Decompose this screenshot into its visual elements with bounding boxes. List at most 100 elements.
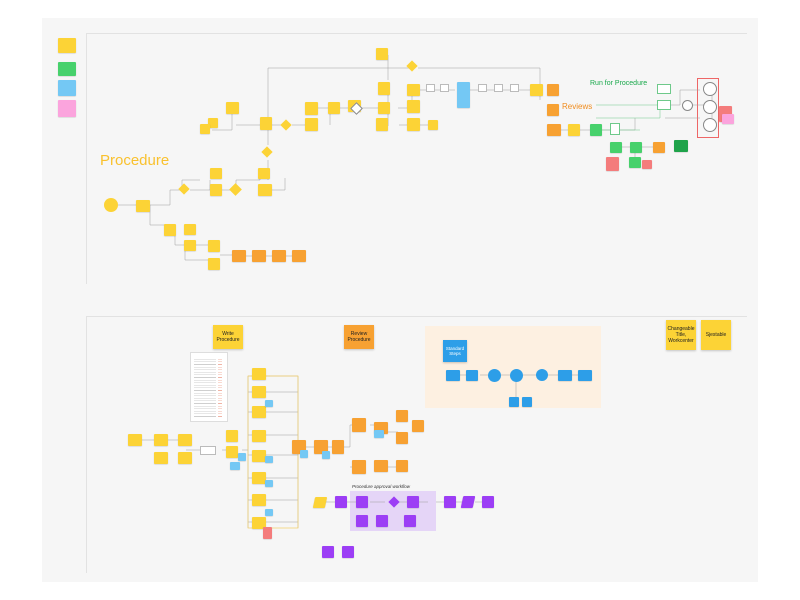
review-note[interactable]	[396, 410, 408, 422]
changeable-card[interactable]: Changeable Title, Workcenter	[666, 320, 696, 350]
review-note[interactable]	[412, 420, 424, 432]
run-note-dark[interactable]	[674, 140, 688, 152]
procedure-note[interactable]	[136, 200, 150, 212]
blue-comment-note[interactable]	[265, 400, 273, 407]
procedure-note[interactable]	[305, 118, 318, 131]
process-box[interactable]	[610, 123, 620, 135]
procedure-note[interactable]	[530, 84, 543, 96]
review-note[interactable]	[314, 440, 328, 454]
legend-note-yellow[interactable]	[58, 38, 76, 53]
blue-comment-note[interactable]	[230, 462, 240, 470]
procedure-note[interactable]	[407, 100, 420, 113]
review-note[interactable]	[292, 250, 306, 262]
write-procedure-card[interactable]: Write Procedure	[213, 325, 243, 349]
procedure-note[interactable]	[258, 168, 270, 179]
step-note[interactable]	[252, 472, 266, 484]
terminal-node[interactable]	[703, 82, 717, 96]
process-box[interactable]	[657, 84, 671, 94]
approval-step[interactable]	[335, 496, 347, 508]
procedure-note[interactable]	[210, 184, 222, 196]
step-note[interactable]	[252, 494, 266, 506]
standard-step[interactable]	[522, 397, 532, 407]
approval-step[interactable]	[404, 515, 416, 527]
write-note[interactable]	[154, 434, 168, 446]
comment-note[interactable]	[722, 114, 734, 124]
procedure-note[interactable]	[376, 48, 388, 60]
whiteboard-canvas[interactable]	[42, 18, 758, 582]
standard-steps-card[interactable]: Standard Steps	[443, 340, 467, 362]
write-note[interactable]	[178, 452, 192, 464]
standard-step-node[interactable]	[510, 369, 523, 382]
procedure-note[interactable]	[305, 102, 318, 115]
procedure-note[interactable]	[258, 184, 272, 196]
standard-step-node[interactable]	[536, 369, 548, 381]
procedure-note[interactable]	[428, 120, 438, 130]
standard-step[interactable]	[446, 370, 460, 381]
legend-note-pink[interactable]	[58, 100, 76, 117]
process-box[interactable]	[494, 84, 503, 92]
review-note[interactable]	[332, 440, 344, 454]
process-box[interactable]	[200, 446, 216, 455]
process-box[interactable]	[510, 84, 519, 92]
blue-comment-note[interactable]	[238, 453, 246, 461]
legend-note-green[interactable]	[58, 62, 76, 76]
review-note[interactable]	[547, 124, 561, 136]
review-note[interactable]	[374, 460, 388, 472]
procedure-note[interactable]	[184, 224, 196, 235]
review-note[interactable]	[396, 432, 408, 444]
procedure-note[interactable]	[184, 240, 196, 251]
approval-note[interactable]	[312, 497, 328, 508]
process-box[interactable]	[657, 100, 671, 110]
approval-step[interactable]	[356, 496, 368, 508]
review-note[interactable]	[396, 460, 408, 472]
review-note[interactable]	[252, 250, 266, 262]
standard-step-node[interactable]	[488, 369, 501, 382]
procedure-note[interactable]	[226, 102, 239, 114]
review-note[interactable]	[547, 84, 559, 96]
issue-note[interactable]	[642, 160, 652, 169]
issue-note[interactable]	[606, 157, 619, 171]
process-box[interactable]	[440, 84, 449, 92]
review-note[interactable]	[352, 418, 366, 432]
review-note[interactable]	[653, 142, 665, 153]
approval-step[interactable]	[460, 496, 476, 508]
terminal-node[interactable]	[682, 100, 693, 111]
standard-step[interactable]	[558, 370, 572, 381]
procedure-note[interactable]	[200, 124, 210, 134]
step-note[interactable]	[252, 430, 266, 442]
write-note[interactable]	[154, 452, 168, 464]
approval-step[interactable]	[407, 496, 419, 508]
standard-step[interactable]	[509, 397, 519, 407]
standard-step[interactable]	[578, 370, 592, 381]
run-note[interactable]	[629, 157, 641, 168]
blue-comment-note[interactable]	[265, 456, 273, 463]
blue-comment-note[interactable]	[322, 451, 330, 459]
sjestable-card[interactable]: Sjestable	[701, 320, 731, 350]
procedure-note[interactable]	[407, 118, 420, 131]
approval-step[interactable]	[482, 496, 494, 508]
blue-comment-note[interactable]	[374, 430, 384, 438]
procedure-note[interactable]	[378, 82, 390, 95]
blue-comment-note[interactable]	[300, 450, 308, 458]
procedure-note[interactable]	[164, 224, 176, 236]
procedure-note[interactable]	[208, 258, 220, 270]
procedure-note[interactable]	[260, 117, 272, 130]
approval-step[interactable]	[322, 546, 334, 558]
issue-note[interactable]	[263, 527, 272, 539]
standard-step[interactable]	[466, 370, 478, 381]
procedure-note[interactable]	[208, 240, 220, 252]
procedure-note[interactable]	[378, 102, 390, 114]
write-note[interactable]	[128, 434, 142, 446]
approval-step[interactable]	[444, 496, 456, 508]
step-note[interactable]	[252, 368, 266, 380]
procedure-note[interactable]	[407, 84, 420, 96]
write-note[interactable]	[226, 446, 238, 458]
step-note[interactable]	[252, 406, 266, 418]
legend-note-blue[interactable]	[58, 80, 76, 96]
terminal-node[interactable]	[703, 100, 717, 114]
step-note[interactable]	[252, 450, 266, 462]
run-note[interactable]	[610, 142, 622, 153]
review-note[interactable]	[352, 460, 366, 474]
approval-step[interactable]	[342, 546, 354, 558]
run-note[interactable]	[630, 142, 642, 153]
